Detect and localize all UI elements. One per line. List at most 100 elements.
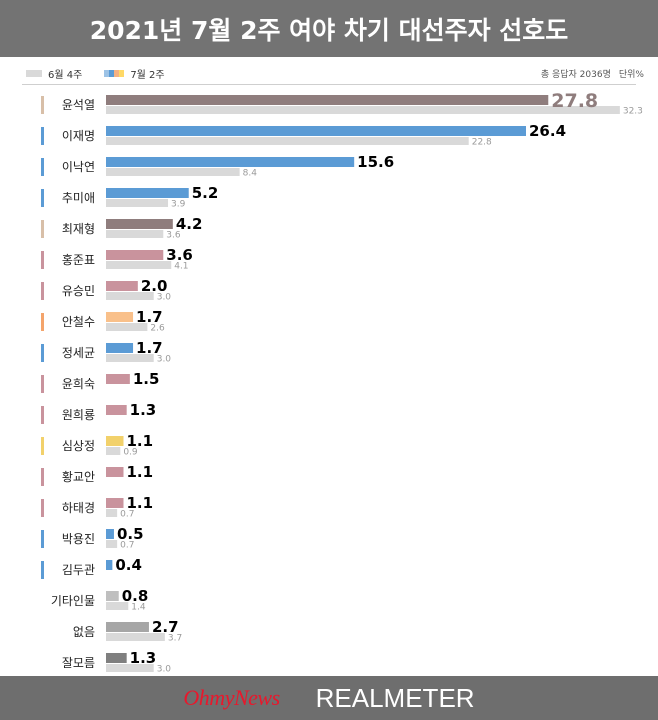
value-label-current: 2.7 (152, 618, 179, 636)
category-marker (41, 158, 44, 176)
value-label-current: 15.6 (357, 153, 394, 171)
title-bar: 2021년 7월 2주 여야 차기 대선주자 선호도 (0, 0, 658, 57)
legend-prev-label: 6월 4주 (48, 69, 83, 81)
legend-cur-swatch-2 (109, 69, 115, 77)
category-label: 심상정 (62, 439, 95, 453)
value-label-prev: 8.4 (243, 169, 258, 179)
category-marker (41, 189, 44, 207)
category-label: 하태경 (62, 501, 95, 515)
value-label-current: 1.1 (127, 432, 154, 450)
bar-current (106, 374, 130, 384)
category-label: 최재형 (62, 222, 95, 236)
bar-prev (106, 540, 118, 548)
category-label: 원희룡 (62, 408, 95, 422)
bar-prev (106, 292, 154, 300)
value-label-current: 0.4 (115, 556, 142, 574)
bar-prev (106, 106, 620, 114)
value-label-current: 4.2 (176, 215, 203, 233)
bar-current (106, 436, 124, 446)
bar-current (106, 591, 119, 601)
category-marker (41, 127, 44, 145)
category-marker (41, 499, 44, 517)
value-label-prev: 4.1 (174, 262, 188, 272)
category-label: 홍준표 (62, 253, 95, 267)
value-label-current: 1.3 (130, 649, 157, 667)
legend-cur-swatch (104, 69, 125, 77)
value-label-current: 1.1 (127, 463, 154, 481)
value-label-current: 2.0 (141, 277, 168, 295)
value-label-current: 27.8 (551, 90, 598, 112)
value-label-current: 1.7 (136, 308, 163, 326)
value-label-prev: 3.7 (168, 634, 182, 644)
bar-prev (106, 168, 240, 176)
bar-prev (106, 323, 148, 331)
value-label-prev: 3.9 (171, 200, 186, 210)
category-marker (41, 344, 44, 362)
category-marker (41, 530, 44, 548)
bar-current (106, 467, 124, 477)
legend: 6월 4주 7월 2주 (26, 66, 165, 81)
chart-title: 2021년 7월 2주 여야 차기 대선주자 선호도 (89, 15, 569, 45)
category-marker (41, 561, 44, 579)
category-marker (41, 96, 44, 114)
value-label-prev: 22.8 (472, 138, 492, 148)
bar-current (106, 281, 138, 291)
category-marker (41, 437, 44, 455)
realmeter-logo: REALMETER (315, 682, 475, 713)
category-label: 안철수 (62, 315, 95, 329)
bar-current (106, 405, 127, 415)
bar-current (106, 157, 355, 167)
category-label: 박용진 (62, 532, 95, 546)
bar-prev (106, 354, 154, 362)
value-label-prev: 0.7 (120, 541, 134, 551)
value-label-current: 1.1 (127, 494, 154, 512)
bar-current (106, 312, 134, 322)
value-label-current: 1.3 (130, 401, 157, 419)
bar-current (106, 653, 127, 663)
bar-prev (106, 261, 172, 269)
footer: OhmyNews REALMETER (0, 676, 658, 720)
value-label-current: 5.2 (192, 184, 219, 202)
category-label: 추미애 (62, 191, 95, 205)
value-label-current: 3.6 (166, 246, 193, 264)
legend-cur-label: 7월 2주 (130, 69, 165, 81)
bar-prev (106, 509, 118, 517)
bar-prev (106, 447, 121, 455)
unit-text: 단위% (618, 69, 644, 80)
value-label-prev: 3.0 (157, 355, 172, 365)
legend-prev-swatch (26, 69, 42, 77)
category-label: 윤석열 (62, 98, 95, 112)
value-label-prev: 32.3 (623, 107, 643, 117)
bar-current (106, 343, 134, 353)
legend-cur-swatch-4 (119, 69, 125, 77)
value-label-current: 26.4 (529, 122, 566, 140)
divider (22, 84, 636, 85)
value-label-prev: 1.4 (131, 603, 146, 613)
value-label-current: 1.5 (133, 370, 160, 388)
category-marker (41, 251, 44, 269)
value-label-prev: 3.6 (166, 231, 181, 241)
category-label: 잘모름 (62, 656, 95, 670)
value-label-prev: 0.7 (120, 510, 134, 520)
bar-prev (106, 230, 164, 238)
value-label-current: 0.5 (117, 525, 144, 543)
category-label: 황교안 (62, 470, 95, 484)
respondents-text: 총 응답자 2036명 (540, 69, 611, 80)
legend-cur-swatch-1 (104, 69, 110, 77)
bar-current (106, 250, 164, 260)
bar-current (106, 126, 526, 136)
bar-prev (106, 664, 154, 672)
category-label: 없음 (73, 625, 95, 639)
value-label-prev: 2.6 (150, 324, 165, 334)
category-marker (41, 375, 44, 393)
ohmynews-logo: OhmyNews (183, 685, 280, 710)
category-marker (41, 313, 44, 331)
category-marker (41, 220, 44, 238)
bar-chart: 윤석열 32.3 27.8 이재명 22.8 26.4 이낙연 8.4 15.6 추미애 3.9 5.… (41, 90, 643, 675)
category-label: 정세균 (62, 346, 95, 360)
meta: 총 응답자 2036명 단위% (541, 66, 644, 80)
bar-current (106, 188, 189, 198)
bar-current (106, 560, 113, 570)
category-label: 기타인물 (51, 594, 95, 608)
bar-current (106, 219, 173, 229)
